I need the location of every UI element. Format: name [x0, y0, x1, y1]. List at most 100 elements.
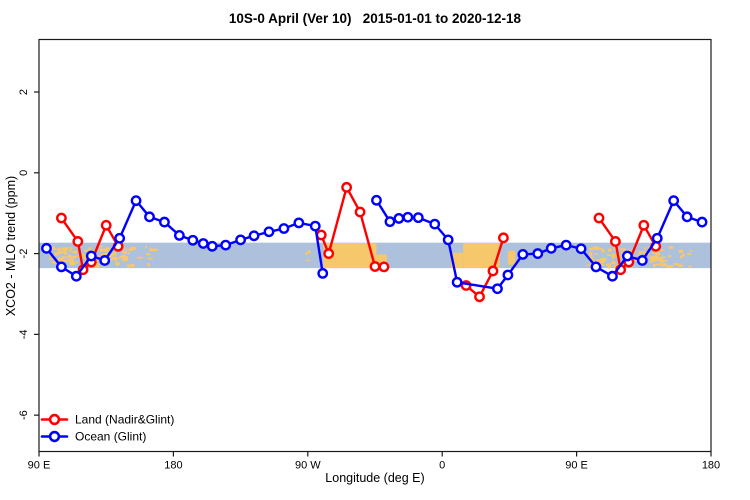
y-tick-label: 0 — [18, 170, 30, 176]
legend-symbol-marker — [48, 430, 61, 443]
land-speckle — [63, 256, 69, 259]
land-speckle — [600, 263, 605, 267]
land-speckle — [73, 250, 78, 255]
land-speckle — [638, 250, 642, 255]
series-ocean-point-marker — [607, 270, 618, 282]
land-speckle — [83, 249, 89, 252]
x-axis-label: Longitude (deg E) — [325, 471, 425, 485]
land-speckle — [146, 262, 151, 267]
series-ocean-point-marker — [668, 195, 680, 207]
series-ocean-point-marker — [575, 243, 587, 255]
land-speckle — [151, 248, 158, 252]
series-ocean-point-marker — [278, 223, 290, 234]
land-speckle — [678, 249, 684, 254]
land-speckle — [601, 249, 605, 253]
land-speckle — [54, 253, 59, 256]
y-tick-label: 2 — [18, 89, 30, 95]
land-speckle — [611, 257, 614, 260]
land-speckle — [594, 253, 598, 255]
series-ocean-point-marker — [532, 248, 544, 259]
land-speckle — [104, 250, 111, 253]
land-speckle — [305, 259, 311, 262]
land-speckle — [592, 246, 597, 249]
land-speckle — [145, 253, 151, 256]
y-tick-label: -4 — [18, 329, 30, 339]
series-ocean-point-marker — [371, 194, 382, 206]
land-speckle — [88, 247, 92, 251]
series-ocean-point-marker — [235, 234, 247, 246]
series-ocean-point-marker — [187, 234, 199, 246]
series-ocean-point-marker — [412, 212, 424, 224]
land-speckle — [606, 254, 612, 256]
land-speckle — [679, 255, 684, 259]
series-ocean-point-marker — [651, 232, 663, 244]
land-speckle — [652, 263, 656, 268]
land-speckle — [144, 245, 148, 249]
x-tick-label: 180 — [702, 460, 720, 472]
land-speckle — [115, 261, 120, 266]
land-speckle — [93, 265, 101, 268]
land-speckle — [146, 257, 153, 260]
series-land-line — [464, 236, 505, 298]
land-speckle — [62, 247, 69, 251]
series-ocean-point-marker — [293, 217, 305, 229]
land-speckle — [75, 261, 79, 264]
y-tick-label: -6 — [18, 410, 30, 420]
land-speckle — [664, 263, 667, 266]
land-speckle — [307, 250, 311, 254]
series-land-point-marker — [100, 219, 112, 231]
land-speckle — [105, 247, 111, 250]
land-speckle — [654, 252, 661, 256]
land-mass-madagascar — [507, 250, 516, 265]
land-speckle — [120, 254, 126, 258]
land-speckle — [599, 259, 606, 263]
land-speckle — [136, 256, 143, 259]
x-tick-label: 180 — [164, 460, 182, 472]
series-ocean-point-marker — [590, 261, 602, 273]
land-speckle — [689, 249, 693, 252]
series-land-point-marker — [56, 212, 67, 224]
series-land-point-marker — [638, 219, 650, 231]
series-ocean-point-marker — [220, 239, 232, 251]
series-land-point-marker — [72, 236, 84, 247]
series-ocean-point-marker — [451, 276, 463, 288]
series-ocean-point-marker — [442, 234, 454, 246]
land-speckle — [63, 259, 69, 262]
series-ocean-point-marker — [560, 239, 572, 251]
land-speckle — [149, 247, 153, 252]
legend-item-label: Ocean (Glint) — [75, 430, 146, 444]
land-speckle — [67, 254, 72, 256]
land-speckle — [102, 252, 106, 256]
land-speckle — [668, 255, 672, 258]
series-land-point-marker — [474, 291, 485, 303]
series-ocean-point-marker — [636, 255, 648, 266]
land-speckle — [305, 251, 308, 256]
series-ocean-point-marker — [130, 195, 142, 207]
series-land-point-marker — [593, 212, 605, 224]
series-ocean-point-marker — [206, 240, 218, 252]
land-speckle — [59, 259, 65, 262]
land-speckle — [72, 255, 78, 259]
land-speckle — [643, 246, 646, 250]
land-speckle — [68, 247, 73, 250]
series-ocean-point-marker — [429, 218, 441, 230]
series-ocean-point-marker — [56, 261, 67, 273]
series-land-point-marker — [369, 261, 381, 272]
land-speckle — [607, 265, 611, 269]
land-speckle — [122, 257, 128, 261]
land-speckle — [656, 257, 662, 260]
series-ocean-point-marker — [173, 230, 185, 241]
land-speckle — [99, 245, 103, 248]
series-ocean-point-marker — [41, 242, 52, 254]
series-ocean-point-marker — [114, 232, 126, 244]
series-ocean-point-marker — [317, 267, 329, 279]
land-speckle — [59, 250, 63, 253]
land-speckle — [619, 248, 627, 251]
land-speckle — [687, 252, 691, 256]
series-ocean-point-marker — [517, 248, 529, 260]
land-speckle — [589, 251, 593, 255]
series-ocean-point-marker — [402, 211, 414, 223]
series-ocean-point-marker — [263, 226, 275, 238]
